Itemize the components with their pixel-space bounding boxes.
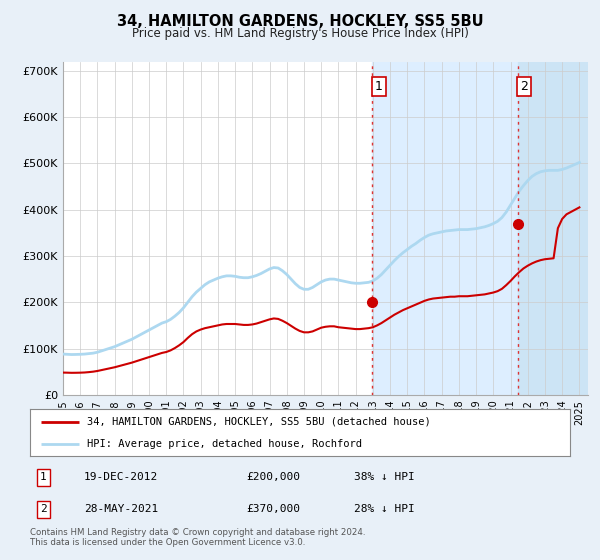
Text: 28% ↓ HPI: 28% ↓ HPI [354, 505, 415, 515]
Text: 1: 1 [40, 472, 47, 482]
Text: Contains HM Land Registry data © Crown copyright and database right 2024.
This d: Contains HM Land Registry data © Crown c… [30, 528, 365, 547]
Text: 2: 2 [40, 505, 47, 515]
Text: HPI: Average price, detached house, Rochford: HPI: Average price, detached house, Roch… [86, 438, 362, 449]
Text: 19-DEC-2012: 19-DEC-2012 [84, 472, 158, 482]
Text: Price paid vs. HM Land Registry's House Price Index (HPI): Price paid vs. HM Land Registry's House … [131, 27, 469, 40]
Text: £200,000: £200,000 [246, 472, 300, 482]
Text: 1: 1 [375, 80, 383, 93]
Text: 2: 2 [520, 80, 528, 93]
Text: 34, HAMILTON GARDENS, HOCKLEY, SS5 5BU (detached house): 34, HAMILTON GARDENS, HOCKLEY, SS5 5BU (… [86, 417, 430, 427]
Bar [373, 62, 588, 395]
Text: £370,000: £370,000 [246, 505, 300, 515]
Bar [518, 62, 588, 395]
Text: 28-MAY-2021: 28-MAY-2021 [84, 505, 158, 515]
Text: 34, HAMILTON GARDENS, HOCKLEY, SS5 5BU: 34, HAMILTON GARDENS, HOCKLEY, SS5 5BU [116, 14, 484, 29]
Text: 38% ↓ HPI: 38% ↓ HPI [354, 472, 415, 482]
